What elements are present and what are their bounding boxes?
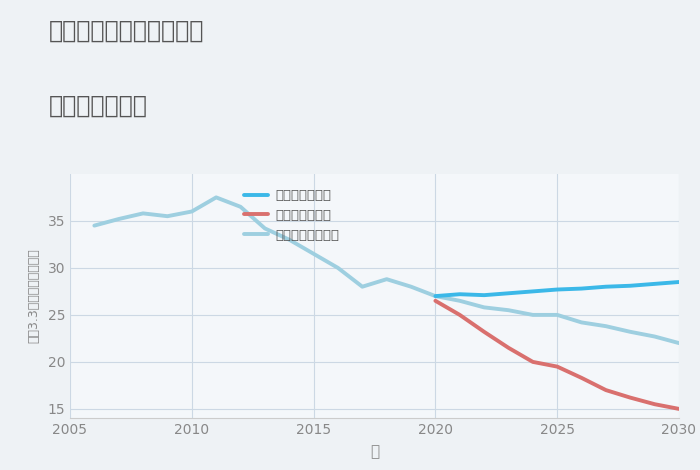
バッドシナリオ — [553, 364, 561, 369]
バッドシナリオ — [578, 375, 586, 381]
X-axis label: 年: 年 — [370, 444, 379, 459]
ノーマルシナリオ — [188, 209, 196, 214]
バッドシナリオ — [528, 359, 537, 365]
バッドシナリオ — [626, 395, 634, 400]
グッドシナリオ — [480, 292, 489, 298]
グッドシナリオ — [553, 287, 561, 292]
ノーマルシナリオ — [260, 226, 269, 231]
グッドシナリオ — [602, 284, 610, 290]
ノーマルシナリオ — [309, 251, 318, 257]
ノーマルシナリオ — [675, 340, 683, 346]
ノーマルシナリオ — [139, 211, 147, 216]
グッドシナリオ — [675, 279, 683, 285]
バッドシナリオ — [675, 406, 683, 412]
Y-axis label: 坪（3.3㎡）単価（万円）: 坪（3.3㎡）単価（万円） — [27, 249, 41, 344]
バッドシナリオ — [431, 298, 440, 304]
ノーマルシナリオ — [382, 276, 391, 282]
Line: グッドシナリオ: グッドシナリオ — [435, 282, 679, 296]
ノーマルシナリオ — [528, 312, 537, 318]
グッドシナリオ — [431, 293, 440, 299]
ノーマルシナリオ — [578, 320, 586, 325]
バッドシナリオ — [456, 312, 464, 318]
ノーマルシナリオ — [237, 204, 245, 210]
Text: 土地の価格推移: 土地の価格推移 — [49, 94, 148, 118]
グッドシナリオ — [504, 290, 512, 296]
ノーマルシナリオ — [90, 223, 99, 228]
ノーマルシナリオ — [626, 329, 634, 335]
ノーマルシナリオ — [358, 284, 367, 290]
バッドシナリオ — [480, 329, 489, 335]
ノーマルシナリオ — [163, 213, 172, 219]
ノーマルシナリオ — [285, 237, 293, 243]
ノーマルシナリオ — [456, 298, 464, 304]
ノーマルシナリオ — [650, 334, 659, 339]
グッドシナリオ — [578, 286, 586, 291]
Line: バッドシナリオ: バッドシナリオ — [435, 301, 679, 409]
バッドシナリオ — [602, 387, 610, 393]
Line: ノーマルシナリオ: ノーマルシナリオ — [94, 197, 679, 343]
ノーマルシナリオ — [334, 265, 342, 271]
ノーマルシナリオ — [212, 195, 220, 200]
バッドシナリオ — [504, 345, 512, 351]
ノーマルシナリオ — [553, 312, 561, 318]
ノーマルシナリオ — [115, 216, 123, 222]
バッドシナリオ — [650, 401, 659, 407]
ノーマルシナリオ — [504, 307, 512, 313]
ノーマルシナリオ — [480, 305, 489, 310]
Legend: グッドシナリオ, バッドシナリオ, ノーマルシナリオ: グッドシナリオ, バッドシナリオ, ノーマルシナリオ — [239, 184, 345, 247]
グッドシナリオ — [626, 283, 634, 289]
グッドシナリオ — [528, 289, 537, 294]
ノーマルシナリオ — [431, 293, 440, 299]
ノーマルシナリオ — [407, 284, 415, 290]
Text: 愛知県常滑市鯉江本町の: 愛知県常滑市鯉江本町の — [49, 19, 204, 43]
ノーマルシナリオ — [602, 323, 610, 329]
グッドシナリオ — [650, 281, 659, 287]
グッドシナリオ — [456, 291, 464, 297]
